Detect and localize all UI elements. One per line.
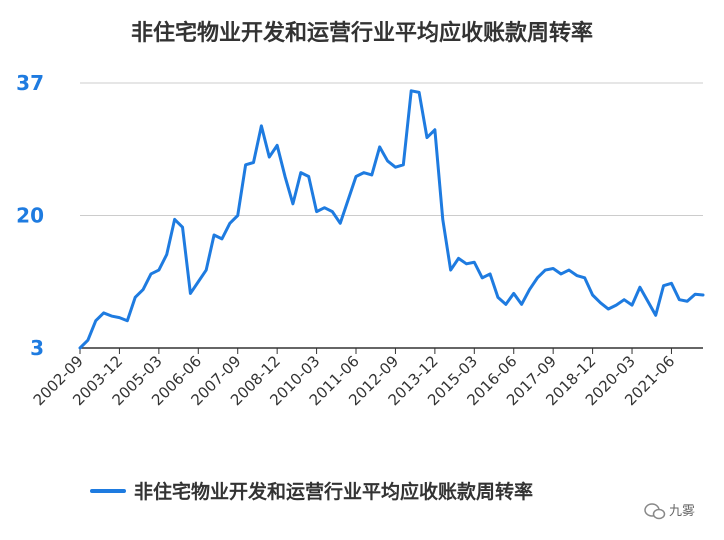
y-tick-label: 20 (16, 204, 44, 228)
watermark: 九雾 (644, 503, 695, 520)
y-axis: 3 20 37 (16, 71, 44, 360)
legend: 非住宅物业开发和运营行业平均应收账款周转率 (90, 480, 533, 503)
gridlines (80, 82, 703, 349)
series-line (78, 89, 705, 350)
y-tick-label: 3 (30, 336, 44, 360)
series-layer (78, 89, 705, 350)
x-axis: 2002-092003-122005-032006-062007-092008-… (30, 348, 678, 409)
watermark-text: 九雾 (669, 504, 695, 519)
chart-title: 非住宅物业开发和运营行业平均应收账款周转率 (131, 20, 593, 46)
wechat-icon (644, 503, 666, 520)
legend-label: 非住宅物业开发和运营行业平均应收账款周转率 (134, 480, 533, 503)
y-tick-label: 37 (16, 71, 44, 95)
